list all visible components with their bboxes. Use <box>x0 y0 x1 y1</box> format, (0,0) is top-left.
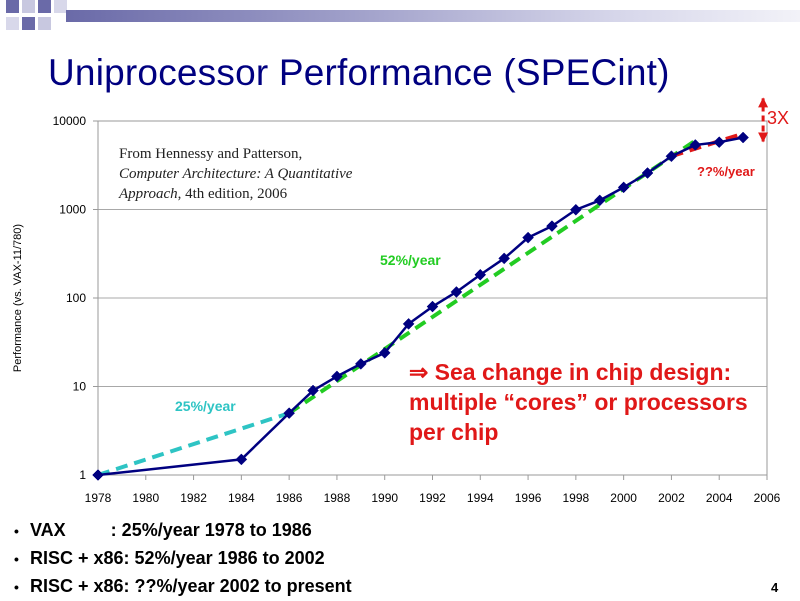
rate-label-risc: 52%/year <box>380 252 441 268</box>
data-point <box>617 181 630 194</box>
source-note: From Hennessy and Patterson, Computer Ar… <box>119 144 352 204</box>
y-tick-label: 1 <box>79 468 86 482</box>
callout: ⇒ Sea change in chip design: multiple “c… <box>409 357 789 447</box>
data-point <box>713 136 726 149</box>
trendline-25 <box>97 411 290 477</box>
data-point <box>354 358 367 370</box>
x-tick-label: 2000 <box>610 491 637 505</box>
x-tick-label: 1994 <box>467 491 494 505</box>
implies-arrow-icon: ⇒ <box>409 359 429 385</box>
data-point <box>450 286 463 298</box>
data-point <box>641 167 654 179</box>
source-line-2: Computer Architecture: A Quantitative <box>119 164 352 184</box>
x-tick-label: 1998 <box>563 491 590 505</box>
data-point <box>283 407 295 419</box>
bullet-dot-icon: • <box>14 551 19 567</box>
rate-label-recent: ??%/year <box>697 164 755 179</box>
source-line-1: From Hennessy and Patterson, <box>119 146 303 162</box>
data-point <box>498 252 511 265</box>
x-tick-label: 2006 <box>754 491 781 505</box>
x-tick-label: 1990 <box>371 491 398 505</box>
source-edition: , 4th edition, 2006 <box>177 186 288 202</box>
data-point <box>593 194 606 207</box>
x-tick-label: 1978 <box>85 491 112 505</box>
x-tick-label: 2002 <box>658 491 685 505</box>
bullet-text: VAX : 25%/year 1978 to 1986 <box>30 520 312 540</box>
factor-arrow-up-icon <box>758 97 769 108</box>
source-line-3: Approach, 4th edition, 2006 <box>119 184 352 204</box>
grid-layer <box>98 209 767 387</box>
x-tick-label: 1986 <box>276 491 303 505</box>
data-point <box>570 203 582 216</box>
data-point <box>331 370 343 383</box>
y-tick-label: 1000 <box>59 203 86 217</box>
data-point <box>402 318 415 330</box>
factor-label: 3X <box>767 108 790 128</box>
y-tick-label: 100 <box>66 291 86 305</box>
bullet-item: • RISC + x86: 52%/year 1986 to 2002 <box>14 545 352 573</box>
bullet-list: • VAX : 25%/year 1978 to 1986 • RISC + x86… <box>14 517 352 601</box>
source-book-title-end: Approach <box>119 186 178 202</box>
series-layer <box>92 131 749 481</box>
page-number: 4 <box>771 580 779 595</box>
bullet-text: RISC + x86: 52%/year 1986 to 2002 <box>30 548 325 568</box>
factor-arrow-down-icon <box>758 132 769 143</box>
trendline-recent <box>670 131 744 159</box>
data-point <box>546 220 558 232</box>
series-line <box>97 136 744 477</box>
data-point <box>689 139 702 151</box>
data-point <box>307 384 319 397</box>
rate-label-vax: 25%/year <box>175 398 236 414</box>
x-tick-label: 1992 <box>419 491 446 505</box>
axis-layer <box>93 120 768 480</box>
x-tick-label: 1980 <box>132 491 159 505</box>
data-point <box>522 231 534 244</box>
bullet-text: RISC + x86: ??%/year 2002 to present <box>30 576 352 596</box>
y-tick-label: 10 <box>73 380 87 394</box>
data-point <box>235 453 248 466</box>
data-point <box>426 300 439 313</box>
x-tick-label: 1982 <box>180 491 207 505</box>
header-bar <box>66 10 800 22</box>
tick-label-layer: 1 10 100 1000 10000 1978 1980 1982 1984 1986 1988 1… <box>53 114 781 505</box>
data-point <box>378 346 391 359</box>
x-tick-label: 1988 <box>324 491 351 505</box>
bullet-item: • VAX : 25%/year 1978 to 1986 <box>14 517 352 545</box>
x-tick-label: 1996 <box>515 491 542 505</box>
data-point <box>737 131 749 144</box>
bullet-dot-icon: • <box>14 523 19 539</box>
x-tick-label: 1984 <box>228 491 255 505</box>
bullet-dot-icon: • <box>14 579 19 595</box>
x-tick-label: 2004 <box>706 491 733 505</box>
y-tick-label: 10000 <box>53 114 87 128</box>
corner-decoration <box>6 0 67 30</box>
bullet-item: • RISC + x86: ??%/year 2002 to present <box>14 573 352 601</box>
data-point <box>474 268 487 281</box>
source-book-title: Computer Architecture: A Quantitative <box>119 166 353 182</box>
data-point <box>665 150 678 163</box>
callout-text: Sea change in chip design: multiple “cor… <box>409 359 748 445</box>
slide-title: Uniprocessor Performance (SPECint) <box>48 52 670 93</box>
data-point <box>92 469 104 481</box>
